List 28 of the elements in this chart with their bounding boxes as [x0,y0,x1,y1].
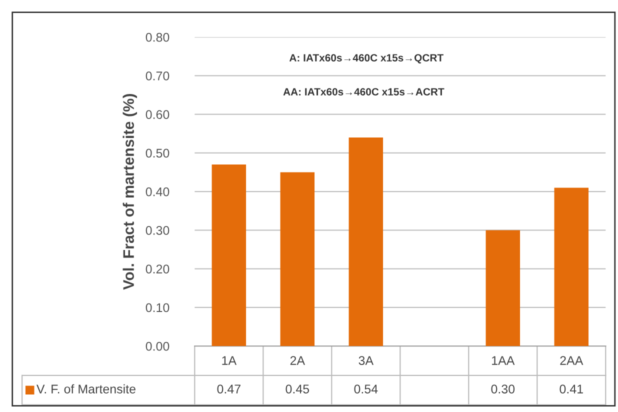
data-label: 0.41 [560,384,583,394]
data-label: 0.45 [286,384,310,394]
y-tick-label: 0.10 [146,303,170,312]
bar [486,230,520,346]
x-tick-label: 2AA [560,356,584,365]
data-label: 0.30 [491,384,515,394]
x-tick-label: 1AA [492,356,515,365]
y-tick-label: 0.80 [146,32,170,42]
y-tick-label: 0.00 [146,342,170,351]
x-tick-label: 3A [358,356,374,365]
data-label: 0.54 [354,384,378,394]
y-tick-label: 0.30 [146,226,170,235]
annotation: AA: IATx60s→460C x15s→ACRT [283,88,444,96]
bar [348,138,384,346]
y-tick-label: 0.70 [146,72,170,80]
data-label: 0.47 [217,384,240,394]
y-tick-label: 0.40 [146,187,170,196]
annotation: A: IATx60s→460C x15s→QCRT [289,54,444,64]
y-axis-title: Vol. Fract of martensite (%) [122,94,138,290]
legend-label: V. F. of Martensite [36,384,136,394]
x-tick-label: 1A [222,356,237,365]
bar [212,164,246,346]
y-tick-label: 0.50 [146,148,170,158]
bar [554,188,589,346]
x-tick-label: 2A [290,356,306,365]
y-tick-label: 0.20 [146,264,170,274]
bar [280,172,315,346]
y-tick-label: 0.60 [146,110,170,119]
